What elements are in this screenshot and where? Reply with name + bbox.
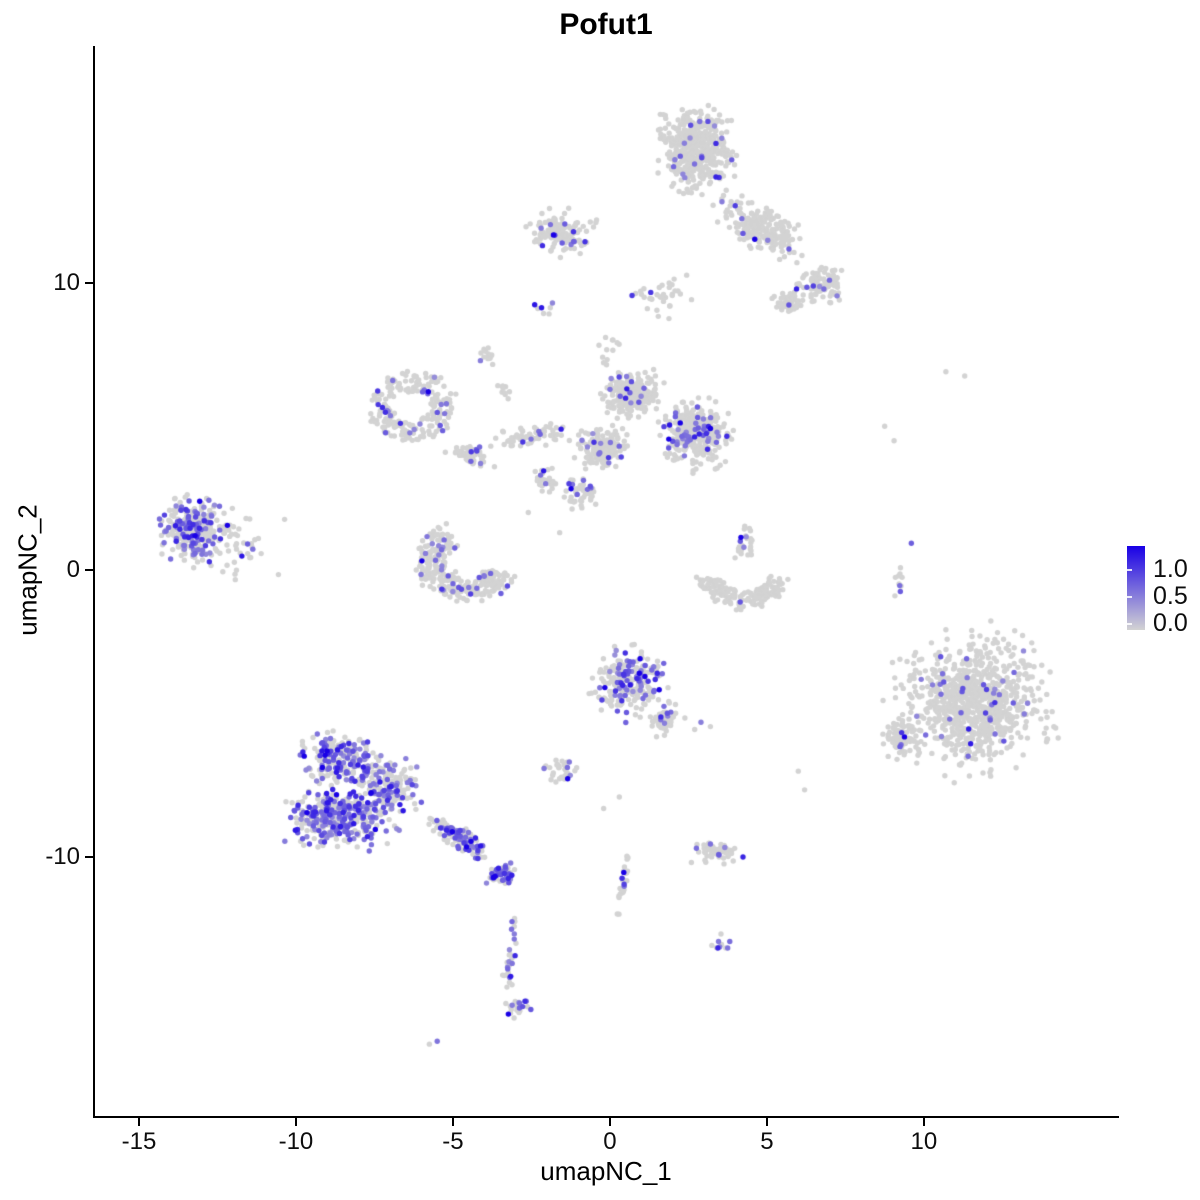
y-axis-title: umapNC_2 <box>12 504 43 636</box>
x-tick-label: -15 <box>121 1128 157 1155</box>
y-tick-label: -10 <box>45 843 80 871</box>
legend-bar-tick <box>1127 569 1132 572</box>
x-tick-label: -5 <box>442 1128 464 1155</box>
x-tick-mark <box>765 1118 768 1126</box>
y-axis-line <box>93 46 95 1118</box>
legend-bar-tick <box>1127 623 1132 626</box>
y-tick-label: 10 <box>53 268 80 296</box>
y-tick-mark <box>85 856 93 859</box>
y-tick-mark <box>85 569 93 571</box>
legend-label: 0.0 <box>1153 609 1188 638</box>
x-tick-label: 0 <box>603 1128 617 1155</box>
x-axis-line <box>93 1116 1119 1118</box>
x-tick-label: 10 <box>910 1128 938 1155</box>
x-tick-mark <box>608 1118 611 1126</box>
x-tick-mark <box>451 1118 454 1126</box>
x-tick-mark <box>922 1118 925 1126</box>
legend-label: 1.0 <box>1153 555 1188 584</box>
x-tick-label: -10 <box>278 1128 314 1155</box>
x-tick-mark <box>294 1118 297 1126</box>
y-tick-label: 0 <box>66 556 80 583</box>
legend-gradient-bar <box>1127 546 1145 630</box>
legend-label: 0.5 <box>1153 582 1188 611</box>
x-tick-label: 5 <box>760 1128 774 1155</box>
legend-bar-tick <box>1127 596 1132 599</box>
chart-title: Pofut1 <box>559 8 653 41</box>
x-axis-title: umapNC_1 <box>540 1156 672 1186</box>
x-tick-mark <box>137 1118 140 1126</box>
y-tick-mark <box>85 281 93 284</box>
